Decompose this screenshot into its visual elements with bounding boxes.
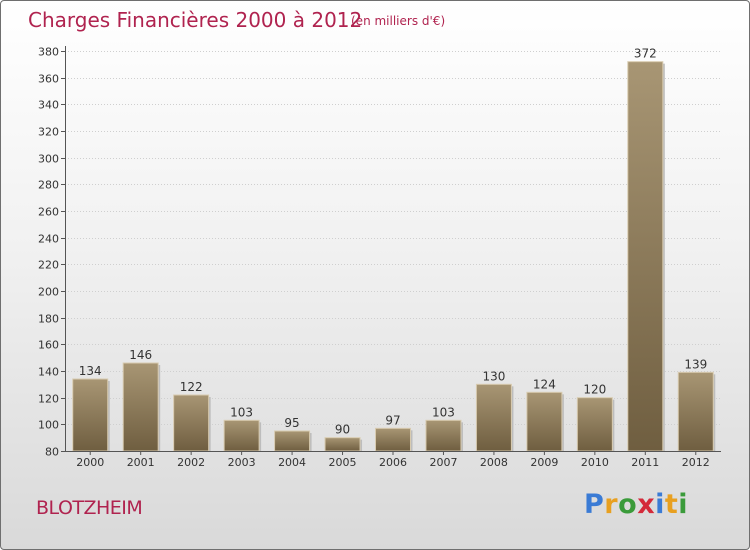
y-tick-label: 120 <box>38 393 59 406</box>
bar <box>324 437 361 452</box>
grid <box>65 51 721 452</box>
data-label: 130 <box>482 369 505 383</box>
x-tick-label: 2004 <box>278 456 306 469</box>
x-tick-label: 2009 <box>530 456 558 469</box>
data-label: 97 <box>385 413 400 427</box>
y-tick-label: 300 <box>38 153 59 166</box>
logo-letter: r <box>604 489 619 520</box>
place-name: BLOTZHEIM <box>36 497 143 519</box>
data-label: 124 <box>533 377 556 391</box>
x-tick-label: 2001 <box>127 456 155 469</box>
x-tick-label: 2003 <box>228 456 256 469</box>
y-tick-label: 140 <box>38 366 59 379</box>
data-label: 122 <box>180 380 203 394</box>
y-tick-label: 240 <box>38 233 59 246</box>
axes: 80 100 120 140 160 180 200 220 240 260 280 300 320 34… <box>38 46 721 469</box>
bar <box>425 419 462 452</box>
x-tick-label: 2007 <box>429 456 457 469</box>
data-label: 103 <box>432 405 455 419</box>
y-tick-label: 260 <box>38 206 59 219</box>
data-label: 120 <box>583 383 606 397</box>
bar <box>677 371 714 452</box>
y-tick-label: 200 <box>38 286 59 299</box>
x-tick-label: 2005 <box>329 456 357 469</box>
y-tick-label: 160 <box>38 339 59 352</box>
data-label: 139 <box>684 357 707 371</box>
logo-letter: x <box>637 489 656 520</box>
logo-letter: t <box>664 489 679 520</box>
bar <box>122 362 159 452</box>
chart-title: Charges Financières 2000 à 2012 <box>28 8 363 32</box>
data-label: 103 <box>230 405 253 419</box>
data-label: 372 <box>634 47 657 61</box>
logo-letter: o <box>618 489 638 520</box>
y-tick-label: 360 <box>38 73 59 86</box>
y-tick-label: 340 <box>38 99 59 112</box>
x-tick-label: 2008 <box>480 456 508 469</box>
data-label: 134 <box>79 364 102 378</box>
bar <box>223 419 260 452</box>
bar <box>173 394 210 452</box>
y-tick-label: 320 <box>38 126 59 139</box>
y-tick-label: 80 <box>45 446 59 459</box>
proxiti-logo: Proxiti <box>584 489 688 520</box>
x-tick-label: 2010 <box>581 456 609 469</box>
bar <box>627 61 664 452</box>
bar <box>475 383 512 452</box>
bar <box>274 430 311 452</box>
bar <box>72 378 109 452</box>
data-label: 90 <box>335 423 350 437</box>
data-label: 95 <box>284 416 299 430</box>
logo-letter: i <box>678 489 689 520</box>
x-tick-label: 2011 <box>631 456 659 469</box>
bar <box>375 427 411 452</box>
x-tick-label: 2002 <box>177 456 205 469</box>
logo-letter: P <box>584 489 605 520</box>
y-tick-label: 180 <box>38 313 59 326</box>
y-tick-label: 220 <box>38 259 59 272</box>
x-tick-label: 2012 <box>682 456 710 469</box>
logo-letter: i <box>655 489 665 520</box>
x-tick-label: 2000 <box>76 456 104 469</box>
y-tick-label: 280 <box>38 179 59 192</box>
x-tick-label: 2006 <box>379 456 407 469</box>
y-tick-label: 100 <box>38 419 59 432</box>
bar <box>576 397 613 452</box>
bars: 134 146 122 103 95 90 97 103 130 124 120 372 139 <box>72 47 716 452</box>
bar <box>526 391 563 452</box>
chart-subtitle: (en milliers d'€) <box>351 14 446 28</box>
data-label: 146 <box>129 348 152 362</box>
y-tick-label: 380 <box>38 46 59 59</box>
